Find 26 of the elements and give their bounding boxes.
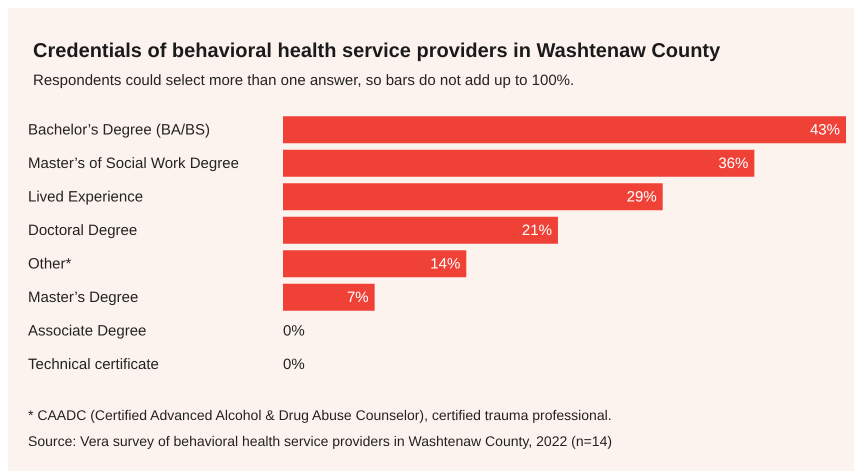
bar xyxy=(283,183,663,210)
chart-subtitle: Respondents could select more than one answer, so bars do not add up to 100%. xyxy=(33,72,574,89)
data-label: 0% xyxy=(283,356,305,373)
y-tick-label: Doctoral Degree xyxy=(28,222,138,239)
data-label: 36% xyxy=(718,154,748,172)
data-label: 43% xyxy=(810,121,840,138)
data-label: 29% xyxy=(626,188,657,206)
y-tick-label: Lived Experience xyxy=(28,188,144,206)
bar xyxy=(283,216,558,244)
data-label: 7% xyxy=(346,288,369,306)
bar xyxy=(283,250,466,278)
y-tick-label: Technical certificate xyxy=(28,356,159,373)
bar xyxy=(283,116,846,144)
y-tick-label: Associate Degree xyxy=(28,322,146,340)
y-tick-label: Other* xyxy=(28,255,72,272)
chart-title: Credentials of behavioral health service providers in Washtenaw County xyxy=(33,40,722,62)
data-label: 14% xyxy=(430,255,460,272)
source-note: Source: Vera survey of behavioral health service providers in Washtenaw County, 2022 (n=14) xyxy=(28,433,612,449)
data-label: 0% xyxy=(283,322,305,340)
y-tick-label: Master’s of Social Work Degree xyxy=(28,154,239,172)
text: * CAADC (Certified Advanced Alcohol & Drug Abuse Counselor), certified trauma professional. xyxy=(28,407,612,423)
y-tick-label: Master’s Degree xyxy=(28,288,138,306)
bar xyxy=(283,284,375,311)
bar xyxy=(283,150,754,177)
data-label: 21% xyxy=(522,222,552,239)
y-tick-label: Bachelor’s Degree (BA/BS) xyxy=(28,121,210,138)
